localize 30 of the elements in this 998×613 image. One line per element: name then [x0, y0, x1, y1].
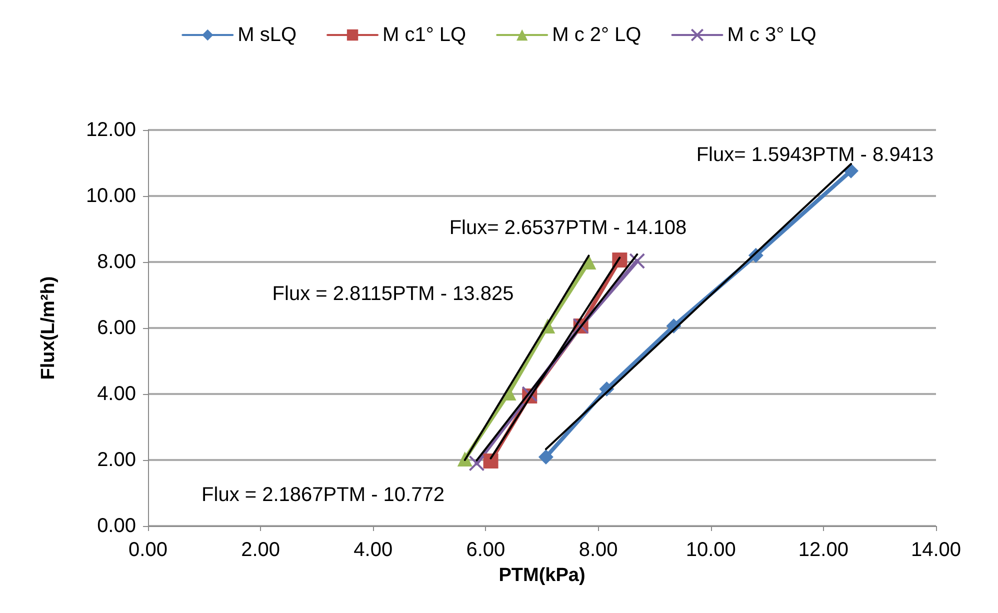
x-tick-label: 2.00	[241, 539, 280, 561]
x-tick-label: 14.00	[910, 539, 962, 561]
legend-label: M c1° LQ	[382, 24, 466, 46]
y-tick-label: 6.00	[97, 317, 136, 339]
annotation: Flux = 2.1867PTM - 10.772	[202, 484, 444, 506]
x-tick-label: 6.00	[466, 539, 506, 561]
x-tick-label: 0.00	[128, 539, 168, 561]
legend-label: M c 3° LQ	[727, 24, 816, 46]
point	[457, 452, 472, 467]
point	[629, 253, 646, 270]
y-tick-label: 2.00	[97, 449, 136, 471]
annotation: Flux= 2.6537PTM - 14.108	[449, 217, 687, 239]
legend-label: M sLQ	[238, 24, 297, 46]
point	[538, 450, 554, 465]
y-tick-label: 8.00	[97, 251, 136, 273]
x-axis-title: PTM(kPa)	[498, 565, 586, 586]
y-tick-label: 10.00	[86, 185, 136, 207]
y-tick-label: 12.00	[86, 119, 136, 141]
legend-label: M c 2° LQ	[552, 24, 642, 46]
point	[468, 455, 485, 472]
point	[483, 453, 498, 468]
x-tick-label: 10.00	[686, 539, 736, 561]
x-tick-label: 4.00	[354, 539, 393, 561]
y-axis-title: Flux(L/m²h)	[38, 276, 59, 380]
x-tick-label: 8.00	[578, 539, 618, 561]
x-tick-label: 12.00	[798, 539, 848, 561]
y-tick-label: 4.00	[97, 383, 136, 405]
annotation: Flux= 1.5943PTM - 8.9413	[696, 144, 934, 166]
annotation: Flux = 2.8115PTM - 13.825	[272, 283, 514, 305]
y-tick-label: 0.00	[97, 515, 136, 537]
